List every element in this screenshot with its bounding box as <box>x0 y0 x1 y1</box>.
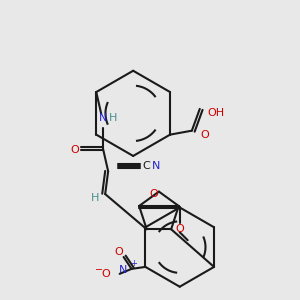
Text: O: O <box>150 189 158 199</box>
Text: N: N <box>99 113 107 123</box>
Text: N: N <box>152 161 160 171</box>
Text: O: O <box>101 269 110 279</box>
Text: C: C <box>143 161 151 171</box>
Text: N: N <box>119 265 128 275</box>
Text: O: O <box>70 145 79 154</box>
Text: O: O <box>175 224 184 234</box>
Text: +: + <box>130 260 137 268</box>
Text: −: − <box>95 265 103 275</box>
Text: OH: OH <box>208 108 225 118</box>
Text: O: O <box>201 130 209 140</box>
Text: O: O <box>114 247 123 257</box>
Text: H: H <box>109 113 117 123</box>
Text: H: H <box>91 193 100 203</box>
